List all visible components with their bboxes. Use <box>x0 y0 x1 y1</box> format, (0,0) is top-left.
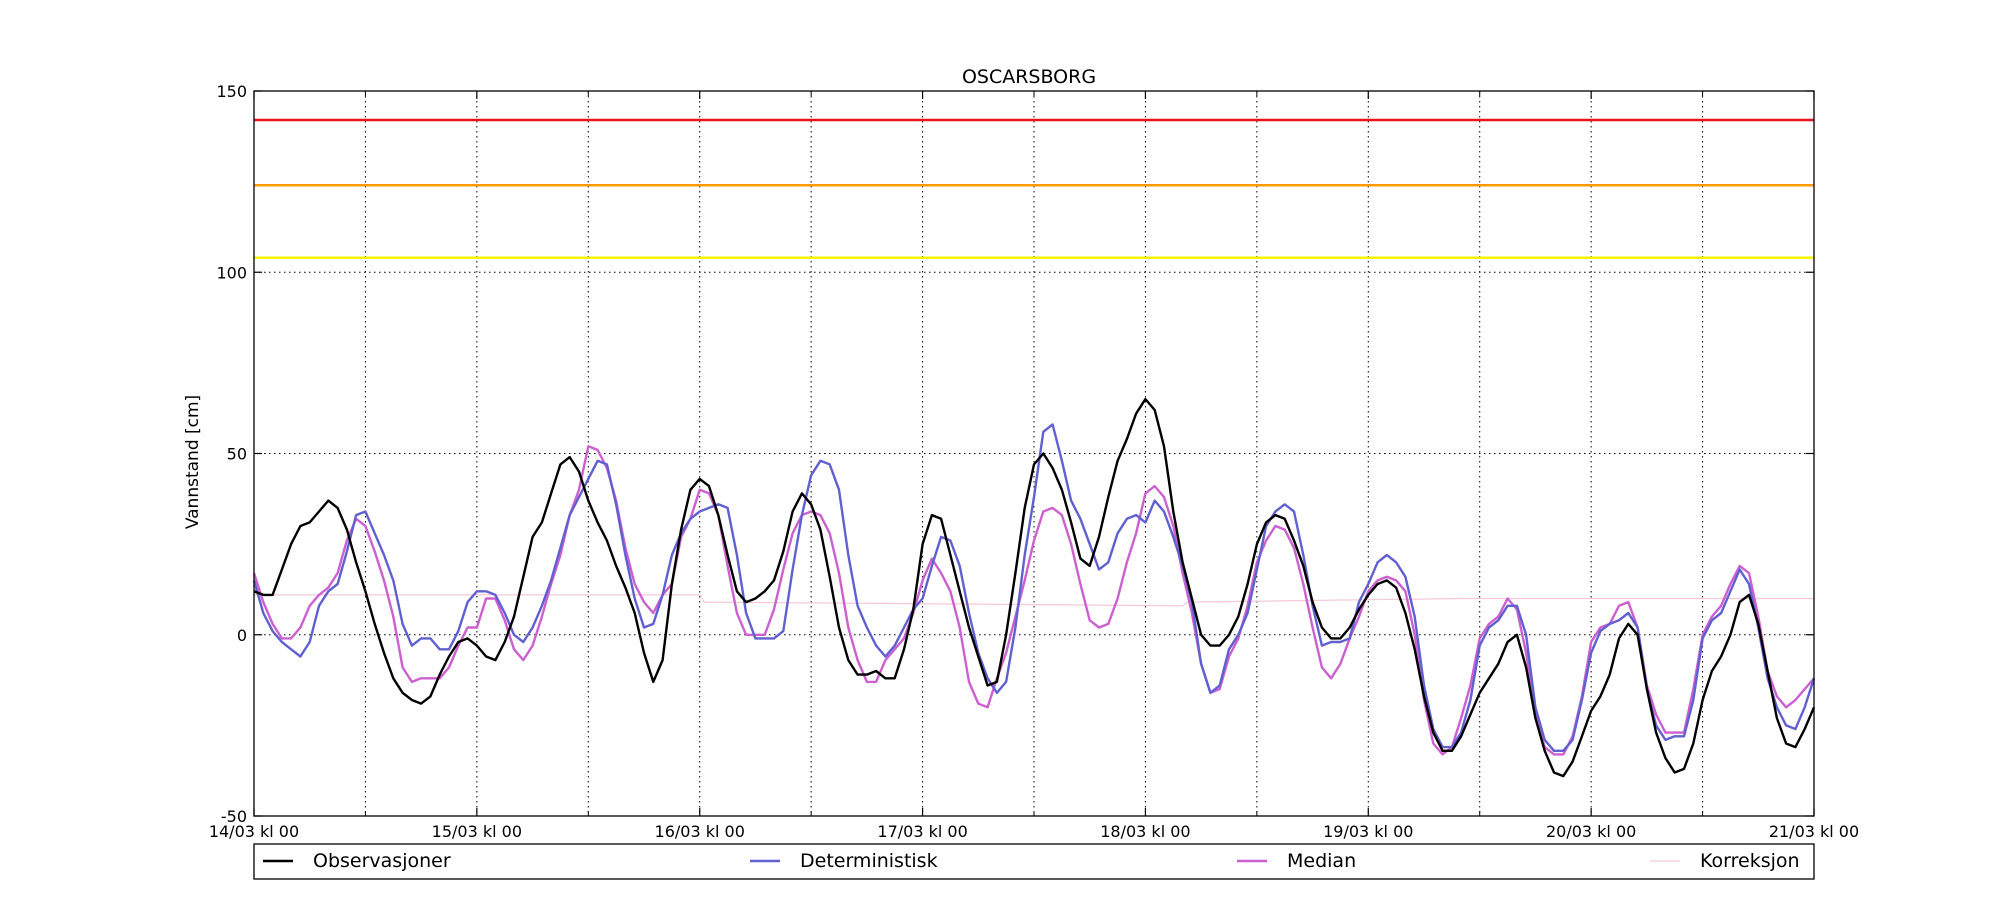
x-tick-label: 14/03 kl 00 <box>209 822 299 841</box>
threshold-lines <box>254 118 1814 260</box>
y-tick-label: 150 <box>216 82 247 101</box>
series-line-deterministisk <box>252 423 1816 752</box>
legend-label: Observasjoner <box>313 850 451 872</box>
y-tick-label: -50 <box>221 807 247 826</box>
grid-lines <box>254 91 1814 816</box>
x-tick-label: 21/03 kl 00 <box>1769 822 1859 841</box>
y-tick-label: 50 <box>227 445 247 464</box>
series-line-median <box>252 445 1815 756</box>
x-tick-label: 15/03 kl 00 <box>432 822 522 841</box>
legend-label: Korreksjon <box>1700 850 1800 872</box>
x-tick-label: 20/03 kl 00 <box>1546 822 1636 841</box>
legend-box <box>253 843 1815 880</box>
y-tick-label: 100 <box>216 263 247 282</box>
series-line-korreksjon <box>254 594 1814 607</box>
x-tick-label: 18/03 kl 00 <box>1100 822 1190 841</box>
x-tick-label: 16/03 kl 00 <box>655 822 745 841</box>
legend-label: Median <box>1287 850 1356 872</box>
series-line-observasjoner <box>253 397 1816 778</box>
y-axis-label: Vannstand [cm] <box>183 395 203 529</box>
chart-title: OSCARSBORG <box>962 66 1096 88</box>
legend-label: Deterministisk <box>800 850 938 872</box>
x-tick-label: 17/03 kl 00 <box>877 822 967 841</box>
series-lines <box>252 397 1816 778</box>
legend: Observasjoner Deterministisk Median Korreks… <box>263 850 1800 872</box>
axis-ticks: -50 0 50 100 150 14/03 kl 00 15/03 kl 00 16/03 … <box>209 82 1859 841</box>
x-tick-label: 19/03 kl 00 <box>1323 822 1413 841</box>
y-tick-label: 0 <box>237 626 247 645</box>
